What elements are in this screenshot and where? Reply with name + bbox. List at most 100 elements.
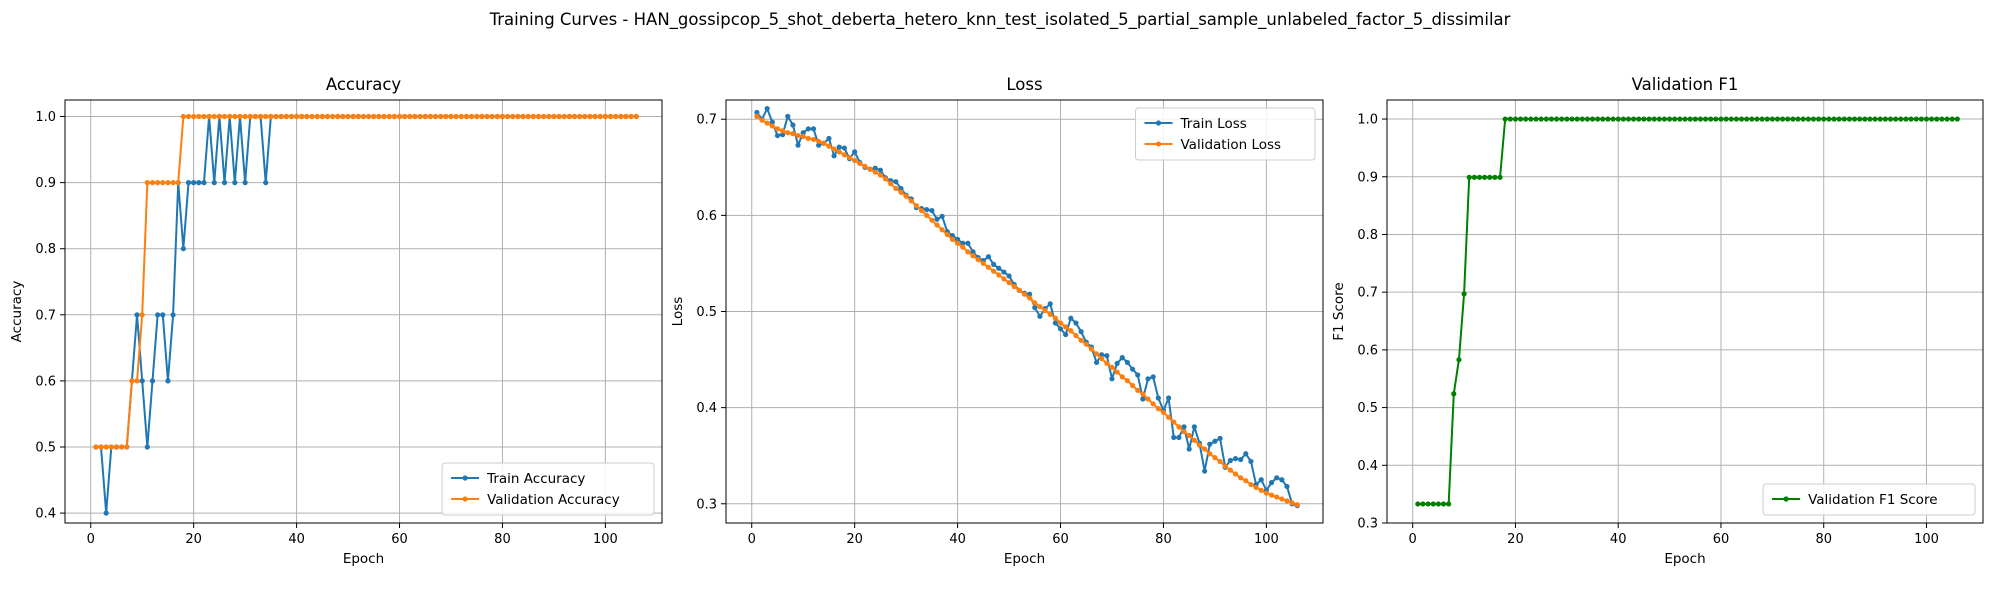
data-point: [211, 113, 217, 120]
y-tick-label: 0.4: [35, 507, 56, 522]
data-point: [458, 113, 464, 120]
data-point: [1492, 174, 1498, 180]
x-tick-label: 80: [494, 532, 511, 547]
data-point: [1661, 116, 1668, 122]
data-point: [1135, 387, 1141, 393]
data-point: [391, 113, 397, 120]
data-point: [877, 172, 884, 178]
data-point: [939, 213, 945, 219]
data-point: [566, 113, 572, 120]
data-point: [1620, 116, 1626, 122]
data-point: [805, 126, 811, 132]
data-point: [1279, 496, 1285, 502]
data-point: [1805, 116, 1811, 122]
data-point: [1882, 116, 1888, 122]
data-point: [1625, 116, 1632, 122]
data-point: [960, 244, 966, 250]
data-point: [1171, 434, 1177, 441]
data-point: [1114, 369, 1120, 375]
data-point: [1124, 378, 1131, 384]
data-point: [1744, 116, 1750, 122]
data-point: [1083, 341, 1089, 347]
data-point: [1088, 346, 1095, 352]
x-tick-label: 40: [1610, 532, 1627, 547]
data-point: [165, 378, 171, 384]
y-tick-label: 0.5: [35, 440, 56, 455]
data-point: [1903, 116, 1909, 122]
data-point: [1011, 283, 1017, 290]
data-point: [1284, 483, 1290, 490]
data-point: [1487, 174, 1493, 180]
data-point: [774, 132, 781, 139]
data-point: [1078, 329, 1084, 335]
data-point: [754, 113, 760, 119]
x-tick-label: 20: [185, 532, 202, 547]
data-point: [872, 169, 878, 175]
data-point: [221, 180, 228, 186]
data-point: [795, 142, 801, 148]
data-point: [463, 113, 470, 120]
data-point: [1702, 116, 1709, 122]
data-point: [1047, 301, 1053, 307]
data-point: [1656, 116, 1662, 122]
data-point: [1274, 475, 1280, 481]
data-point: [1738, 116, 1745, 122]
data-point: [954, 240, 961, 246]
data-point: [1119, 355, 1125, 361]
data-point: [381, 113, 387, 120]
data-point: [211, 180, 217, 186]
data-point: [826, 143, 832, 149]
data-point: [494, 113, 500, 120]
data-point: [1093, 351, 1100, 357]
legend-label: Train Accuracy: [486, 471, 585, 487]
y-tick-label: 0.3: [1357, 517, 1378, 532]
data-point: [407, 113, 413, 120]
y-tick-label: 0.6: [1357, 343, 1378, 358]
data-point: [1872, 116, 1878, 122]
chart-panels: 0 20 40 60 80 100 0.4 0.5 0.6 0.7 0.8 0.9 1.0 Accurac…: [9, 75, 1984, 567]
data-point: [1001, 269, 1007, 275]
data-point: [1248, 481, 1254, 488]
data-point: [1140, 396, 1146, 402]
data-point: [355, 113, 361, 120]
legend-label: Validation Loss: [1181, 137, 1282, 153]
data-point: [1155, 406, 1161, 412]
data-point: [1826, 116, 1832, 122]
data-point: [1196, 442, 1203, 448]
y-tick-label: 0.4: [1357, 459, 1378, 474]
data-point: [852, 149, 858, 155]
legend-swatch-marker: [1783, 496, 1789, 502]
data-point: [1186, 432, 1192, 439]
data-point: [929, 217, 935, 223]
x-tick-label: 60: [1052, 532, 1069, 547]
x-axis-label: Epoch: [1004, 551, 1045, 567]
data-point: [1944, 116, 1950, 122]
data-point: [1129, 382, 1136, 389]
data-point: [1533, 116, 1539, 122]
data-point: [396, 113, 403, 120]
data-point: [587, 113, 593, 120]
data-point: [826, 135, 832, 142]
data-point: [1507, 116, 1513, 122]
data-point: [216, 113, 222, 120]
data-point: [149, 378, 156, 384]
data-point: [1104, 353, 1110, 359]
data-point: [293, 113, 300, 120]
x-tick-label: 0: [748, 532, 756, 547]
data-point: [1093, 359, 1100, 366]
data-point: [139, 378, 145, 384]
x-tick-label: 40: [288, 532, 305, 547]
data-point: [335, 113, 341, 120]
data-point: [1068, 315, 1074, 321]
data-point: [93, 444, 99, 450]
data-point: [1595, 116, 1601, 122]
data-point: [1052, 315, 1058, 321]
data-point: [934, 222, 940, 228]
legend: Train Accuracy Validation Accuracy: [441, 462, 655, 516]
x-tick-label: 20: [846, 532, 863, 547]
data-point: [1954, 116, 1960, 122]
data-point: [1836, 116, 1842, 122]
data-point: [1124, 359, 1131, 366]
data-point: [448, 113, 454, 120]
data-point: [417, 113, 423, 120]
